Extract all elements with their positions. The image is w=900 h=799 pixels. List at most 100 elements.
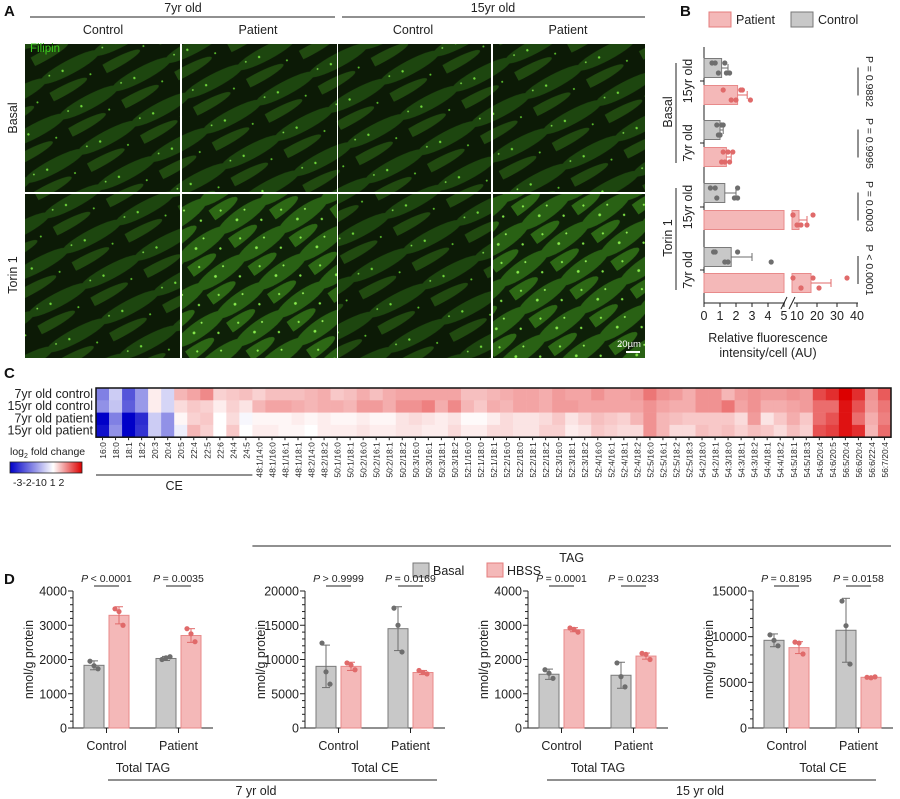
heatmap-column-label: 50:2/16:0 (359, 442, 369, 478)
p-value: P < 0.0001 (81, 573, 132, 585)
data-point (720, 149, 726, 155)
heatmap-cell (526, 400, 540, 413)
heatmap-cell (486, 388, 501, 401)
y-tick-label: 5000 (271, 687, 299, 701)
heatmap-column-label: 48:2/18:2 (320, 442, 330, 478)
heatmap-column-label: 54:6/20:5 (828, 442, 838, 478)
heatmap-column-label: 54:4/18:1 (763, 442, 773, 478)
heatmap-cell (695, 388, 709, 401)
data-point (844, 275, 850, 281)
heatmap-cell (96, 424, 110, 438)
heatmap-cell (747, 388, 761, 401)
heatmap-cell (265, 388, 279, 401)
data-point (120, 622, 126, 628)
heatmap-cell (161, 412, 175, 426)
data-point (614, 660, 620, 666)
heatmap-cell (460, 424, 475, 438)
heatmap-column-label: 50:3/16:0 (411, 442, 421, 478)
data-point (798, 222, 804, 228)
heatmap-cell (122, 412, 136, 426)
data-point (159, 656, 165, 663)
legend-label-patient: Patient (736, 13, 775, 27)
bar-hbss (860, 676, 882, 729)
row-header-torin: Torin 1 (6, 256, 20, 294)
heatmap-cell (434, 424, 449, 438)
heatmap-cell (278, 400, 292, 413)
data-point (622, 684, 628, 690)
bar-basal (155, 657, 177, 729)
heatmap-cell (695, 412, 709, 426)
heatmap-cell (526, 412, 540, 426)
heatmap-cell (161, 400, 175, 413)
heatmap-cell (851, 388, 866, 401)
y-tick-label: 10000 (712, 630, 747, 644)
y-tick-label: 10000 (264, 653, 299, 667)
heatmap-cell (773, 424, 788, 438)
heatmap-cell (630, 388, 644, 401)
heatmap-cell (552, 388, 566, 401)
heatmap-cell (877, 424, 892, 438)
heatmap-cell (669, 424, 683, 438)
x-axis-label-line1: Relative fluorescence (708, 331, 828, 345)
heatmap-cell (500, 424, 514, 438)
data-point (864, 674, 870, 680)
heatmap-cell (669, 400, 683, 413)
group-label-ce: CE (166, 479, 183, 493)
heatmap-cell (421, 412, 436, 426)
bar-hbss (635, 655, 657, 729)
data-point (798, 285, 804, 291)
heatmap-cell (447, 424, 462, 438)
heatmap-cell (473, 424, 488, 438)
data-point (542, 667, 548, 673)
heatmap-cell (265, 412, 279, 426)
heatmap-cell (135, 400, 149, 413)
bar-hbss (108, 614, 130, 729)
heatmap-column-label: 54:5/18:1 (789, 442, 799, 478)
heatmap-cell (552, 424, 566, 438)
heatmap-cell (760, 388, 775, 401)
x-tick-label: Patient (614, 739, 653, 753)
data-point (810, 212, 816, 218)
heatmap-cell (591, 400, 605, 413)
heatmap-cell (760, 400, 775, 413)
heatmap-column-label: 54:3/18:0 (724, 442, 734, 478)
heatmap-cell (460, 400, 475, 413)
heatmap-cell (838, 388, 853, 401)
data-point (731, 195, 738, 201)
heatmap-cell (617, 424, 631, 438)
data-point (804, 222, 810, 228)
heatmap-cell (161, 388, 175, 401)
p-value: P = 0.9882 (863, 56, 875, 107)
heatmap-cell (174, 412, 188, 426)
heatmap-cell (604, 388, 618, 401)
heatmap-cell (291, 388, 305, 401)
heatmap-cell (773, 412, 788, 426)
heatmap-cell (291, 424, 305, 438)
data-point (747, 97, 754, 103)
y-tick-label: 2000 (39, 653, 67, 667)
heatmap-column-label: 18:2 (137, 442, 147, 459)
heatmap-column-label: 50:2/16:1 (372, 442, 382, 478)
heatmap-cell (565, 400, 579, 413)
heatmap-cell (317, 388, 331, 401)
data-point (727, 159, 733, 165)
heatmap-cell (148, 400, 162, 413)
data-point (722, 259, 728, 265)
legend-swatch-control (790, 11, 814, 28)
heatmap-cell (408, 424, 423, 438)
group-label: 7yr old (681, 124, 695, 162)
age-header-7yr: 7yr old (164, 1, 202, 15)
heatmap-cell (148, 424, 162, 438)
heatmap-cell (265, 400, 279, 413)
heatmap-cell (278, 412, 292, 426)
heatmap-cell (239, 400, 253, 413)
legend-label-control: Control (818, 13, 858, 27)
heatmap-cell (252, 400, 266, 413)
heatmap-cell (656, 388, 670, 401)
y-axis-label: nmol/g protein (702, 620, 716, 699)
heatmap-cell (812, 388, 827, 401)
heatmap-cell (721, 388, 735, 401)
heatmap-cell (252, 412, 266, 426)
data-point (163, 655, 169, 661)
heatmap-column-label: 52:3/18:2 (580, 442, 590, 478)
